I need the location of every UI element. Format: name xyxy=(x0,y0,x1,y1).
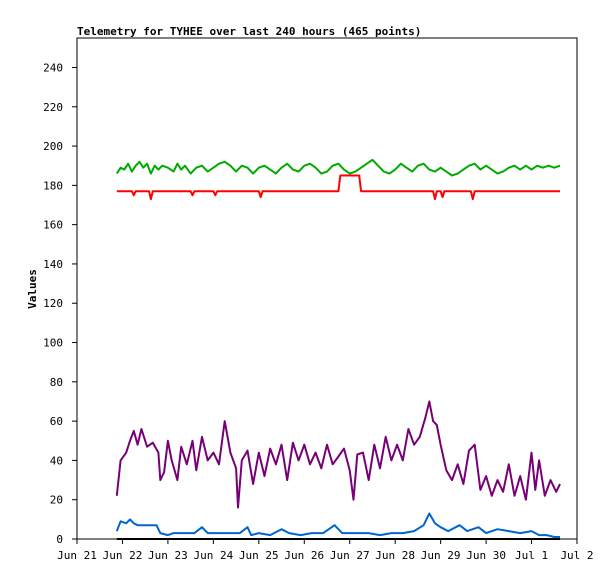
y-tick-label: 220 xyxy=(43,101,63,114)
x-tick-label: Jun 25 xyxy=(239,549,279,562)
y-tick-label: 180 xyxy=(43,179,63,192)
chart-title: Telemetry for TYHEE over last 240 hours … xyxy=(77,25,421,38)
x-tick-label: Jun 26 xyxy=(284,549,324,562)
y-tick-label: 0 xyxy=(56,533,63,546)
y-axis: 0 20 40 60 80 100 120 140 160 180 200 220 240 xyxy=(43,61,77,546)
y-tick-label: 140 xyxy=(43,258,63,271)
y-tick-label: 20 xyxy=(50,494,63,507)
x-axis: Jun 21 Jun 22 Jun 23 Jun 24 Jun 25 Jun 26 Jun … xyxy=(57,539,594,562)
y-tick-label: 200 xyxy=(43,140,63,153)
series-line-0 xyxy=(115,158,561,177)
plot-area-frame xyxy=(76,37,578,540)
y-tick-label: 40 xyxy=(50,454,63,467)
x-tick-label: Jun 28 xyxy=(375,549,415,562)
series-lines xyxy=(115,158,561,540)
y-tick-label: 160 xyxy=(43,219,63,232)
x-tick-label: Jun 30 xyxy=(466,549,506,562)
x-tick-label: Jun 29 xyxy=(421,549,461,562)
series-line-2 xyxy=(115,400,561,509)
x-tick-label: Jun 24 xyxy=(193,549,233,562)
y-tick-label: 120 xyxy=(43,297,63,310)
x-tick-label: Jun 21 xyxy=(57,549,97,562)
x-tick-label: Jun 27 xyxy=(330,549,370,562)
x-tick-label: Jun 22 xyxy=(103,549,143,562)
y-axis-label: Values xyxy=(26,269,39,309)
y-tick-label: 80 xyxy=(50,376,63,389)
y-tick-label: 100 xyxy=(43,337,63,350)
x-tick-label: Jul 1 xyxy=(515,549,548,562)
x-tick-label: Jun 23 xyxy=(148,549,188,562)
x-tick-label: Jul 2 xyxy=(560,549,593,562)
y-tick-label: 240 xyxy=(43,61,63,74)
series-line-1 xyxy=(116,174,560,201)
y-tick-label: 60 xyxy=(50,415,63,428)
series-line-3 xyxy=(115,512,560,538)
